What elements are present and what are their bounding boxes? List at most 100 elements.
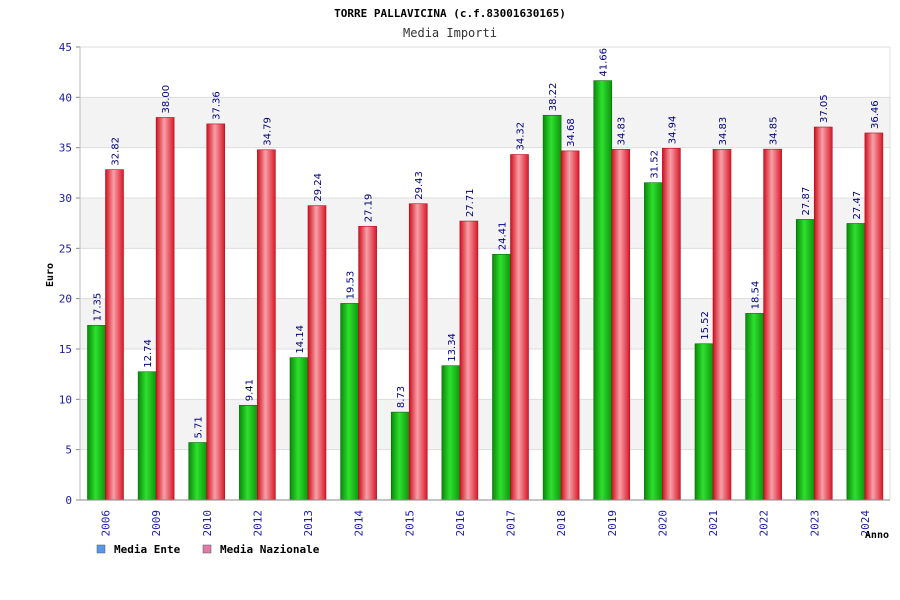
bar-media-nazionale-2012 [257, 149, 276, 501]
x-tick-label-2018: 2018 [555, 510, 568, 537]
bar-media-ente-2019 [593, 80, 613, 501]
bar-media-ente-2013 [289, 357, 309, 501]
value-label-media-nazionale-2013: 29.24 [313, 173, 324, 202]
legend-label-media-ente: Media Ente [114, 543, 181, 556]
bar-media-nazionale-2018 [560, 150, 580, 501]
value-label-media-nazionale-2016: 27.71 [465, 188, 476, 217]
x-tick-label-2022: 2022 [758, 510, 771, 537]
bar-media-ente-2006 [87, 325, 106, 501]
x-tick-label-2009: 2009 [150, 510, 163, 537]
value-label-media-nazionale-2020: 34.94 [667, 116, 678, 145]
x-tick-label-2019: 2019 [606, 510, 619, 537]
x-axis-label: Anno [865, 530, 889, 541]
bar-media-ente-2021 [694, 343, 714, 501]
y-tick-label: 20 [59, 293, 72, 306]
bar-media-nazionale-2015 [408, 203, 428, 501]
value-label-media-ente-2014: 19.53 [346, 271, 357, 300]
legend-label-media-nazionale: Media Nazionale [220, 543, 320, 556]
value-label-media-nazionale-2023: 37.05 [819, 94, 830, 123]
bar-media-ente-2016 [441, 365, 461, 501]
value-label-media-nazionale-2021: 34.83 [718, 117, 729, 146]
value-label-media-ente-2006: 17.35 [93, 293, 104, 322]
y-tick-label: 25 [59, 242, 72, 255]
value-label-media-ente-2016: 13.34 [447, 333, 458, 362]
value-label-media-ente-2010: 5.71 [194, 416, 205, 438]
value-label-media-nazionale-2009: 38.00 [161, 85, 172, 114]
value-label-media-nazionale-2006: 32.82 [111, 137, 122, 166]
bar-media-ente-2020 [644, 182, 663, 501]
value-label-media-ente-2019: 41.66 [599, 48, 610, 77]
x-tick-label-2006: 2006 [100, 510, 113, 537]
y-tick-label: 10 [59, 393, 72, 406]
x-tick-label-2013: 2013 [302, 510, 315, 537]
x-tick-label-2015: 2015 [403, 510, 416, 537]
bar-media-nazionale-2024 [864, 132, 884, 501]
x-tick-label-2017: 2017 [505, 510, 518, 537]
legend-swatch-media-nazionale [202, 544, 212, 554]
bar-media-ente-2014 [340, 303, 359, 501]
value-label-media-ente-2023: 27.87 [801, 187, 812, 216]
value-label-media-nazionale-2015: 29.43 [414, 171, 425, 200]
x-tick-label-2016: 2016 [454, 510, 467, 537]
bar-media-ente-2022 [745, 313, 764, 501]
bar-media-ente-2012 [239, 404, 258, 501]
bar-media-nazionale-2006 [105, 169, 124, 501]
chart-title: TORRE PALLAVICINA (c.f.83001630165) [334, 7, 566, 20]
y-tick-label: 5 [65, 444, 72, 457]
y-tick-label: 30 [59, 192, 72, 205]
y-tick-label: 35 [59, 142, 72, 155]
value-label-media-nazionale-2014: 27.19 [364, 194, 375, 223]
x-axis: 2006 2009 2010 2012 2013 2014 2015 2016 2017 2018… [80, 499, 890, 537]
value-label-media-ente-2024: 27.47 [852, 191, 863, 220]
bar-media-ente-2009 [137, 371, 157, 501]
bar-media-nazionale-2016 [459, 220, 479, 501]
y-tick-label: 15 [59, 343, 72, 356]
bar-media-ente-2010 [188, 442, 208, 501]
bar-media-nazionale-2019 [611, 149, 631, 501]
value-label-media-ente-2022: 18.54 [751, 281, 762, 310]
value-label-media-ente-2020: 31.52 [649, 150, 660, 179]
value-label-media-ente-2009: 12.74 [143, 339, 154, 368]
bar-media-nazionale-2023 [813, 126, 833, 501]
bar-media-nazionale-2017 [510, 154, 529, 501]
x-tick-label-2012: 2012 [251, 510, 264, 537]
y-tick-label: 45 [59, 41, 72, 54]
value-label-media-ente-2017: 24.41 [498, 222, 509, 251]
value-label-media-nazionale-2012: 34.79 [262, 117, 273, 146]
bar-media-ente-2015 [390, 411, 410, 501]
value-label-media-nazionale-2019: 34.83 [617, 117, 628, 146]
bar-media-nazionale-2013 [307, 205, 327, 501]
chart-subtitle: Media Importi [403, 26, 497, 40]
bar-media-nazionale-2021 [712, 149, 732, 501]
value-label-media-ente-2012: 9.41 [244, 379, 255, 401]
bar-media-nazionale-2014 [358, 225, 377, 501]
x-tick-label-2020: 2020 [656, 510, 669, 537]
x-tick-label-2014: 2014 [353, 510, 366, 537]
y-axis-label: Euro [45, 263, 56, 287]
bar-media-ente-2017 [492, 253, 511, 501]
x-tick-label-2023: 2023 [808, 510, 821, 537]
x-tick-label-2021: 2021 [707, 510, 720, 537]
x-tick-label-2024: 2024 [859, 510, 872, 537]
bars-group [87, 80, 884, 501]
value-label-media-ente-2015: 8.73 [396, 386, 407, 408]
value-label-media-nazionale-2017: 34.32 [516, 122, 527, 151]
value-label-media-nazionale-2018: 34.68 [566, 118, 577, 147]
y-axis: 0 5 10 15 20 25 30 35 40 45 [59, 41, 891, 507]
bar-media-ente-2018 [542, 114, 562, 501]
bar-media-nazionale-2020 [662, 147, 681, 501]
value-label-media-ente-2013: 14.14 [295, 325, 306, 354]
value-label-media-nazionale-2024: 36.46 [870, 100, 881, 129]
value-label-media-ente-2021: 15.52 [700, 311, 711, 340]
y-tick-label: 0 [65, 494, 72, 507]
value-label-media-ente-2018: 38.22 [548, 83, 559, 112]
value-labels-group: 17.35 32.82 12.74 38.00 5.71 37.36 9.41 34.79 14… [93, 48, 881, 439]
value-label-media-nazionale-2010: 37.36 [212, 91, 223, 120]
bar-media-ente-2024 [846, 223, 866, 501]
bar-media-nazionale-2009 [155, 117, 175, 501]
legend: Media Ente Media Nazionale [96, 543, 320, 556]
x-tick-label-2010: 2010 [201, 510, 214, 537]
value-label-media-nazionale-2022: 34.85 [769, 117, 780, 146]
legend-swatch-media-ente [96, 544, 106, 554]
